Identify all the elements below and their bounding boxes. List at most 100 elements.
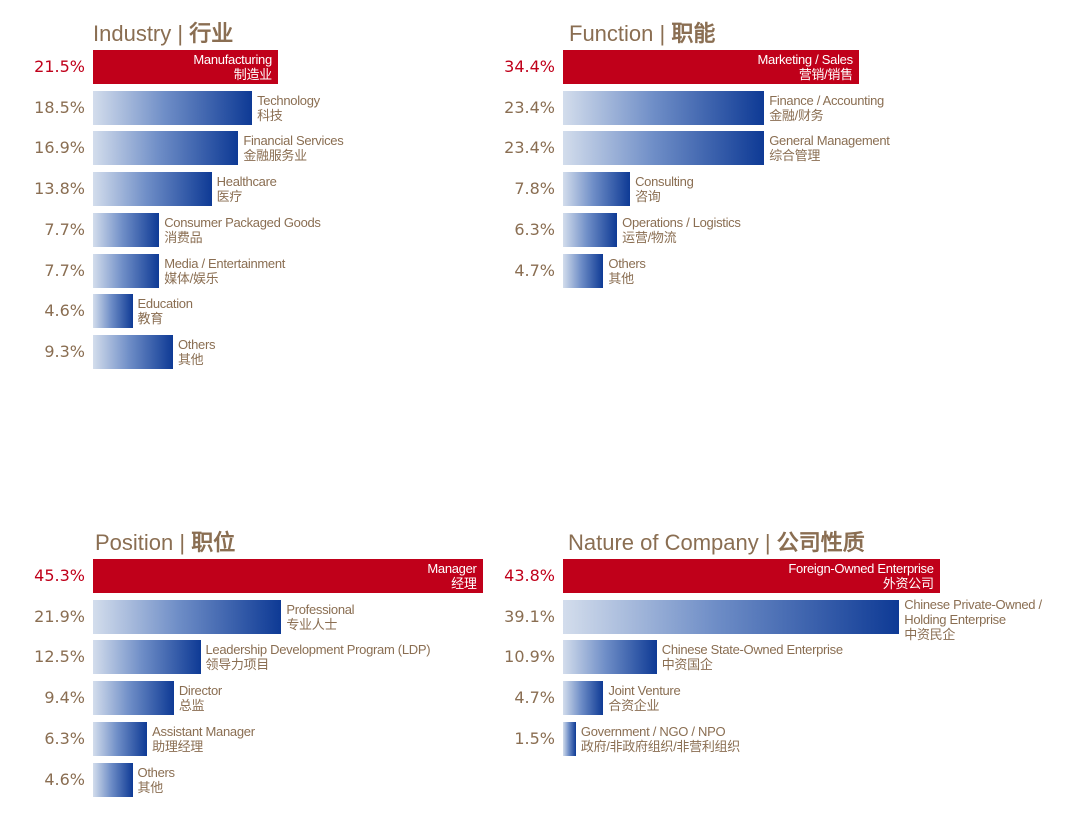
data-label: 6.3%	[514, 219, 555, 239]
category-label: Technology 科技	[257, 93, 320, 123]
data-label: 4.7%	[514, 260, 555, 280]
category-label: Healthcare 医疗	[217, 174, 277, 204]
category-label-en: Government / NGO / NPO	[580, 723, 726, 739]
category-label: Others 其他	[608, 255, 646, 286]
category-label-cn: 医疗	[216, 189, 243, 205]
chart-title: Function | 职能	[569, 21, 716, 46]
category-label-en: Media / Entertainment	[164, 255, 286, 271]
category-label: Professional 专业人士	[286, 602, 354, 632]
category-label-en: Leadership Development Program (LDP)	[205, 642, 431, 658]
category-label-cn: 中资国企	[661, 657, 713, 673]
category-label-en: General Management	[769, 133, 890, 149]
data-label: 4.7%	[514, 688, 555, 708]
chart-title-en: Industry	[93, 21, 172, 46]
category-label-cn: 营销/销售	[798, 67, 853, 82]
category-label: Leadership Development Program (LDP) 领导力项…	[206, 642, 431, 672]
category-label-en: Chinese State-Owned Enterprise	[661, 642, 843, 658]
category-label-cn: 媒体/娱乐	[164, 270, 219, 286]
category-label-en: Education	[137, 296, 193, 312]
category-label-en: Consulting	[635, 174, 694, 190]
bar	[93, 721, 148, 756]
category-label-en: Others	[608, 255, 646, 271]
data-label: 21.5%	[34, 57, 85, 76]
category-label: General Management 综合管理	[769, 133, 890, 164]
category-label: Media / Entertainment 媒体/娱乐	[164, 256, 285, 286]
data-label: 9.4%	[44, 688, 85, 708]
category-label: Chinese State-Owned Enterprise 中资国企	[662, 642, 843, 672]
category-label-cn: 经理	[451, 576, 477, 591]
bar	[93, 599, 282, 634]
category-label-cn: 其他	[137, 779, 164, 795]
bar	[93, 640, 201, 675]
category-label-en: Finance / Accounting	[769, 92, 884, 108]
bar	[93, 762, 133, 797]
category-label-cn: 制造业	[233, 67, 272, 82]
category-label-cn: 中资民企	[904, 626, 956, 642]
bar	[563, 559, 940, 593]
bar	[93, 90, 253, 125]
category-label-en: Healthcare	[216, 174, 277, 190]
category-label-cn: 外资公司	[882, 576, 934, 591]
bar	[563, 131, 765, 166]
chart-title-zh: 公司性质	[776, 530, 865, 555]
bar	[563, 172, 631, 207]
bar	[93, 253, 160, 288]
category-label-cn: 消费品	[164, 229, 203, 245]
bar	[93, 172, 212, 207]
category-label-cn: 领导力项目	[205, 657, 270, 673]
chart-title-en: Position	[95, 530, 174, 555]
category-label-cn: 教育	[137, 311, 164, 327]
data-label: 23.4%	[504, 138, 555, 158]
bar	[563, 721, 576, 756]
data-label: 4.6%	[44, 301, 85, 321]
bar	[93, 50, 278, 84]
data-label: 12.5%	[34, 647, 85, 667]
data-label: 10.9%	[504, 647, 555, 667]
category-label-cn: 政府/非政府组织/非营利组织	[580, 738, 740, 754]
data-label: 34.4%	[504, 57, 555, 76]
bar	[563, 90, 765, 125]
category-label-en: Joint Venture	[608, 683, 681, 699]
category-label-en: Consumer Packaged Goods	[164, 214, 321, 230]
chart-title-zh: 行业	[189, 21, 234, 46]
bar	[563, 212, 618, 247]
category-label: Manager 经理	[97, 561, 477, 591]
data-label: 43.8%	[504, 566, 555, 585]
category-label-en: Manufacturing	[193, 52, 272, 67]
chart-title-zh: 职位	[191, 530, 236, 555]
bar	[93, 559, 483, 593]
category-label: Others 其他	[137, 765, 176, 795]
category-label-en: Chinese Private-Owned / Holding Enterpri…	[904, 596, 1042, 627]
category-label-cn: 运营/物流	[622, 229, 677, 245]
data-label: 18.5%	[34, 97, 85, 117]
data-label: 9.3%	[44, 341, 85, 361]
category-label: Education 教育	[138, 296, 193, 326]
bar	[93, 681, 174, 716]
data-label: 7.8%	[514, 179, 555, 199]
category-label-en: Foreign-Owned Enterprise	[788, 561, 934, 576]
category-label: Financial Services 金融服务业	[243, 133, 343, 163]
data-label: 1.5%	[514, 728, 555, 748]
bar	[563, 599, 900, 634]
category-label-en: Others	[177, 336, 216, 352]
category-label-en: Technology	[257, 92, 320, 108]
category-label-cn: 科技	[257, 107, 283, 123]
data-label: 7.7%	[44, 219, 85, 239]
data-label: 13.8%	[34, 179, 85, 199]
bar	[93, 294, 133, 329]
category-label-cn: 合资企业	[608, 698, 660, 714]
category-label-cn: 综合管理	[769, 148, 821, 164]
category-label: Marketing / Sales 营销/销售	[567, 52, 853, 82]
category-label-en: Marketing / Sales	[757, 52, 853, 67]
bar	[93, 212, 160, 247]
bar	[563, 640, 657, 675]
category-label-cn: 专业人士	[286, 616, 338, 632]
category-label-en: Financial Services	[243, 133, 344, 149]
category-label: Operations / Logistics 运营/物流	[622, 215, 741, 245]
data-label: 45.3%	[34, 566, 85, 585]
chart-title-en: Nature of Company	[568, 530, 759, 555]
category-label-cn: 总监	[178, 698, 205, 714]
category-label: Joint Venture 合资企业	[608, 683, 680, 713]
chart-title: Industry | 行业	[93, 21, 234, 46]
bar	[563, 253, 604, 288]
